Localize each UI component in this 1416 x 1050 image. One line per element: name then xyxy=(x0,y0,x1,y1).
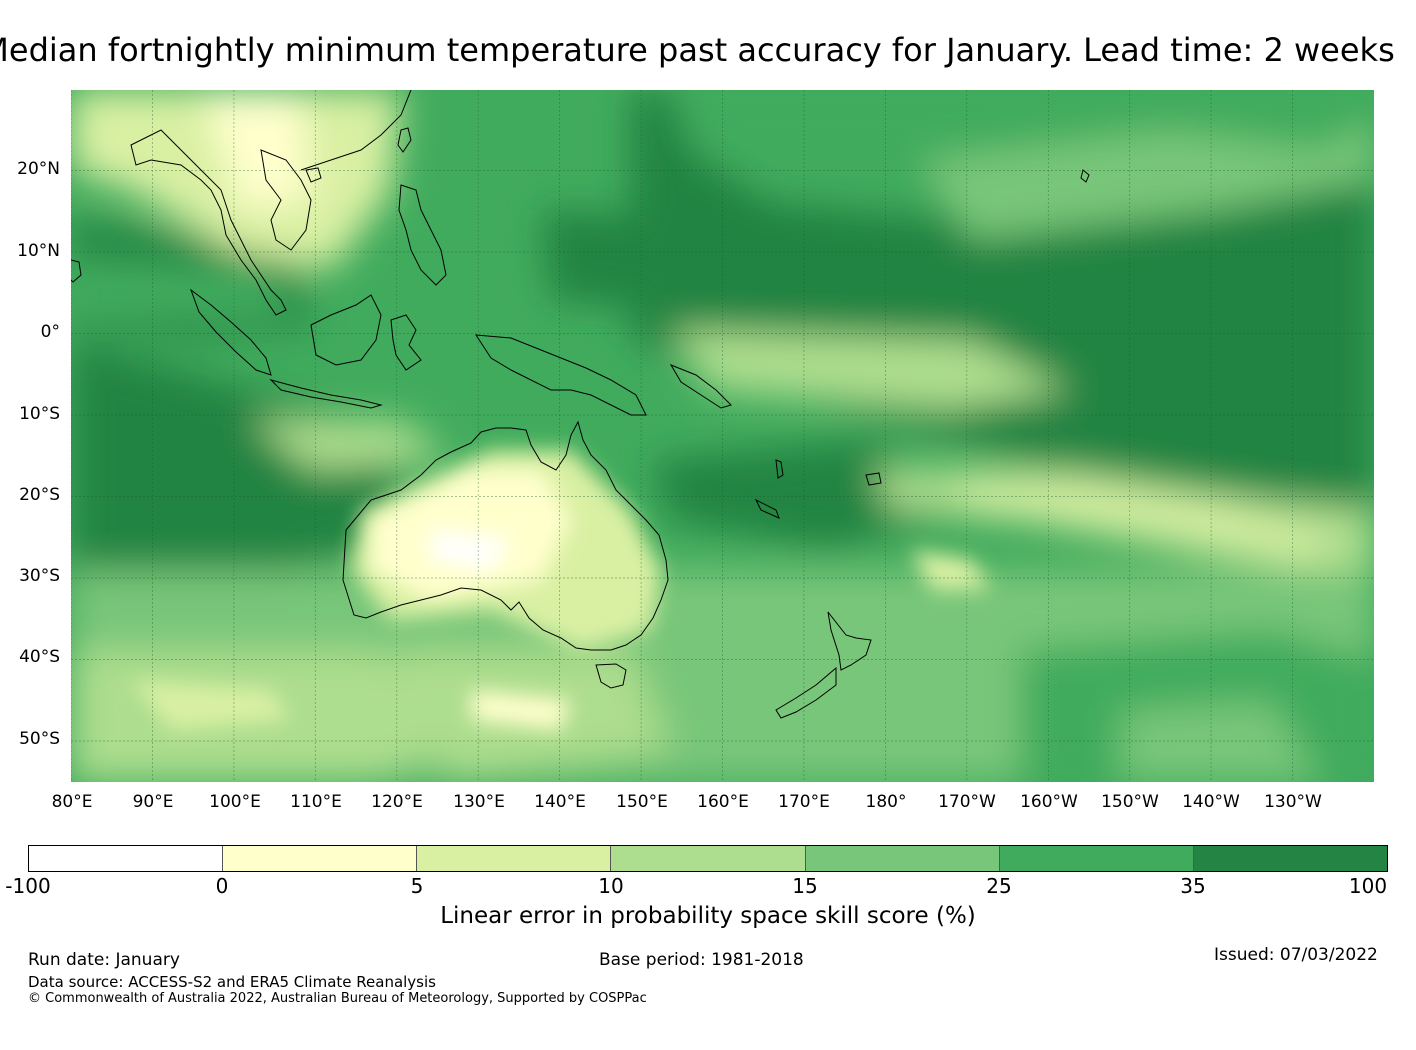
skill-score-map xyxy=(71,90,1374,782)
coastlines xyxy=(71,90,1090,719)
new-guinea-coastline xyxy=(475,334,647,416)
lat-label-10s: 10°S xyxy=(19,404,60,424)
colorbar-segment-25-35 xyxy=(999,846,1194,871)
colorbar-segment-5-10 xyxy=(417,846,612,871)
hainan-coastline xyxy=(305,167,322,183)
colorbar-tick: 100 xyxy=(1348,874,1388,898)
australia-coastline xyxy=(342,420,669,651)
colorbar-tick: 0 xyxy=(215,874,229,898)
base-period: Base period: 1981-2018 xyxy=(599,950,804,970)
lon-label-90e: 90°E xyxy=(132,792,174,812)
indochina-coastline xyxy=(260,149,312,251)
map-svg xyxy=(71,90,1374,782)
hawaii-coastline xyxy=(1080,169,1090,183)
lon-label-160w: 160°W xyxy=(1020,792,1078,812)
lon-label-170w: 170°W xyxy=(938,792,996,812)
lon-label-80e: 80°E xyxy=(51,792,93,812)
colorbar-tick: 25 xyxy=(986,874,1012,898)
lon-label-150w: 150°W xyxy=(1101,792,1159,812)
lon-label-110e: 110°E xyxy=(290,792,342,812)
southeast-asia-coastline xyxy=(130,129,287,316)
colorbar-segment-35-100 xyxy=(1193,846,1387,871)
lon-label-120e: 120°E xyxy=(371,792,423,812)
lat-label-30s: 30°S xyxy=(19,566,60,586)
sulawesi-coastline xyxy=(390,314,422,371)
colorbar-segment-10-15 xyxy=(611,846,806,871)
taiwan-coastline xyxy=(397,127,412,153)
sri-lanka-coastline xyxy=(71,259,82,283)
chart-title: Median fortnightly minimum temperature p… xyxy=(0,31,1395,69)
lon-label-160e: 160°E xyxy=(697,792,749,812)
colorbar-tick: 35 xyxy=(1180,874,1206,898)
colorbar-tick: 5 xyxy=(410,874,424,898)
lon-label-170e: 170°E xyxy=(778,792,830,812)
lat-label-20s: 20°S xyxy=(19,485,60,505)
colorbar-segment-neg100-0 xyxy=(29,846,224,871)
lat-label-50s: 50°S xyxy=(19,729,60,749)
gridlines xyxy=(71,90,1374,782)
china-coastline xyxy=(300,90,412,171)
colorbar-tick: 15 xyxy=(792,874,818,898)
tasmania-coastline xyxy=(595,663,627,689)
solomon-islands-coastline xyxy=(669,363,732,409)
colorbar xyxy=(28,845,1388,872)
new-zealand-north-coastline xyxy=(827,611,872,671)
lon-label-150e: 150°E xyxy=(616,792,668,812)
copyright: © Commonwealth of Australia 2022, Austra… xyxy=(28,991,647,1006)
lon-label-140w: 140°W xyxy=(1182,792,1240,812)
borneo-coastline xyxy=(310,294,382,366)
run-date: Run date: January xyxy=(28,950,180,970)
philippines-coastline xyxy=(398,184,447,286)
lat-label-40s: 40°S xyxy=(19,647,60,667)
lat-label-0: 0° xyxy=(40,322,60,342)
fiji-coastline xyxy=(865,472,882,486)
skill-field-detail xyxy=(131,450,991,730)
new-zealand-south-coastline xyxy=(775,666,837,719)
java-coastline xyxy=(269,379,383,409)
lon-label-140e: 140°E xyxy=(534,792,586,812)
colorbar-tick: 10 xyxy=(598,874,624,898)
lat-label-10n: 10°N xyxy=(17,241,60,261)
new-caledonia-coastline xyxy=(754,498,780,519)
lat-label-20n: 20°N xyxy=(17,159,60,179)
colorbar-label: Linear error in probability space skill … xyxy=(440,903,976,929)
colorbar-segment-15-25 xyxy=(805,846,1000,871)
issued-date: Issued: 07/03/2022 xyxy=(1214,945,1378,965)
lon-label-130w: 130°W xyxy=(1264,792,1322,812)
lon-label-180: 180° xyxy=(865,792,907,812)
colorbar-tick: -100 xyxy=(5,874,51,898)
sumatra-coastline xyxy=(189,288,272,376)
data-source: Data source: ACCESS-S2 and ERA5 Climate … xyxy=(28,973,436,991)
vanuatu-coastline xyxy=(775,459,784,479)
lon-label-130e: 130°E xyxy=(453,792,505,812)
colorbar-segment-0-5 xyxy=(223,846,418,871)
lon-label-100e: 100°E xyxy=(209,792,261,812)
